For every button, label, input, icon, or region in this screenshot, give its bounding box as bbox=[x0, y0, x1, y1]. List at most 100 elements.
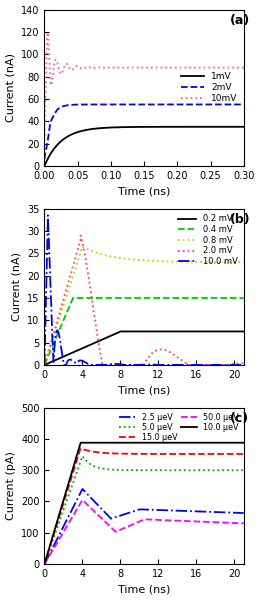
Line: 2mV: 2mV bbox=[44, 104, 244, 159]
Legend: 2.5 μeV, 5.0 μeV, 15.0 μeV, 50.0 μeV, 10.0 μeV: 2.5 μeV, 5.0 μeV, 15.0 μeV, 50.0 μeV, 10… bbox=[119, 412, 240, 443]
2.0 mV bbox=[196, 361, 199, 368]
2.0 mV bbox=[43, 361, 46, 368]
10mV bbox=[242, 64, 245, 71]
0.2 mV bbox=[43, 361, 46, 368]
Line: 5.0 μeV: 5.0 μeV bbox=[44, 456, 244, 564]
0.2 mV bbox=[171, 328, 174, 335]
Line: 10mV: 10mV bbox=[44, 32, 244, 140]
15.0 μeV bbox=[171, 451, 174, 458]
10mV bbox=[46, 29, 49, 36]
10.0 μeV bbox=[128, 439, 131, 446]
Text: (a): (a) bbox=[230, 14, 250, 27]
1mV bbox=[79, 128, 82, 135]
0.8 mV bbox=[120, 255, 124, 262]
2.0 mV bbox=[223, 361, 226, 368]
0.2 mV bbox=[64, 352, 67, 359]
15.0 μeV bbox=[196, 451, 199, 458]
0.2 mV bbox=[128, 328, 131, 335]
0.4 mV bbox=[196, 295, 199, 302]
Legend: 0.2 mV, 0.4 mV, 0.8 mV, 2.0 mV, 10.0 mV: 0.2 mV, 0.4 mV, 0.8 mV, 2.0 mV, 10.0 mV bbox=[176, 213, 240, 268]
0.2 mV bbox=[196, 328, 199, 335]
2.5 μeV bbox=[81, 485, 84, 493]
50.0 μeV bbox=[171, 517, 174, 524]
10.0 μeV bbox=[64, 489, 67, 496]
15.0 μeV bbox=[223, 451, 226, 458]
Line: 0.8 mV: 0.8 mV bbox=[44, 247, 244, 365]
0.4 mV bbox=[120, 295, 124, 302]
10.0 μeV bbox=[79, 439, 82, 446]
X-axis label: Time (ns): Time (ns) bbox=[118, 186, 170, 196]
10.0 mV bbox=[64, 361, 67, 368]
5.0 μeV bbox=[64, 500, 67, 507]
Y-axis label: Current (nA): Current (nA) bbox=[5, 53, 16, 122]
2mV bbox=[242, 101, 245, 108]
10.0 mV bbox=[43, 361, 46, 368]
15.0 μeV bbox=[43, 560, 46, 568]
10mV bbox=[79, 65, 82, 72]
2mV bbox=[173, 101, 176, 108]
50.0 μeV bbox=[43, 560, 46, 568]
10.0 mV bbox=[128, 361, 131, 368]
10.0 mV bbox=[171, 361, 174, 368]
50.0 μeV bbox=[242, 520, 245, 527]
15.0 μeV bbox=[79, 445, 82, 452]
Y-axis label: Current (nA): Current (nA) bbox=[11, 252, 22, 321]
5.0 μeV bbox=[171, 467, 174, 474]
10mV bbox=[43, 137, 46, 144]
15.0 μeV bbox=[120, 450, 124, 457]
2.0 mV bbox=[242, 359, 245, 367]
0.8 mV bbox=[128, 256, 131, 263]
0.8 mV bbox=[223, 259, 226, 266]
Line: 15.0 μeV: 15.0 μeV bbox=[44, 448, 244, 564]
Text: (b): (b) bbox=[230, 214, 250, 226]
2.0 mV bbox=[120, 361, 124, 368]
X-axis label: Time (ns): Time (ns) bbox=[118, 584, 170, 595]
0.8 mV bbox=[242, 259, 245, 266]
2.5 μeV bbox=[223, 509, 226, 516]
X-axis label: Time (ns): Time (ns) bbox=[118, 385, 170, 395]
0.4 mV bbox=[72, 295, 75, 302]
0.2 mV bbox=[242, 328, 245, 335]
10.0 μeV bbox=[223, 439, 226, 446]
2.5 μeV bbox=[128, 509, 131, 516]
10.0 μeV bbox=[171, 439, 174, 446]
5.0 μeV bbox=[196, 467, 199, 474]
10.0 mV bbox=[120, 361, 124, 368]
10.0 μeV bbox=[120, 439, 124, 446]
2.5 μeV bbox=[242, 509, 245, 517]
0.4 mV bbox=[43, 361, 46, 368]
0.2 mV bbox=[120, 328, 124, 335]
2mV bbox=[79, 101, 82, 108]
10.0 mV bbox=[242, 361, 245, 368]
10.0 μeV bbox=[242, 439, 245, 446]
1mV bbox=[192, 123, 195, 130]
0.8 mV bbox=[81, 243, 84, 250]
5.0 μeV bbox=[223, 467, 226, 474]
1mV bbox=[119, 124, 122, 131]
15.0 μeV bbox=[128, 450, 131, 457]
2.5 μeV bbox=[43, 560, 46, 568]
Line: 0.2 mV: 0.2 mV bbox=[44, 331, 244, 365]
5.0 μeV bbox=[128, 467, 131, 474]
2mV bbox=[207, 101, 210, 108]
Line: 1mV: 1mV bbox=[44, 127, 244, 166]
2.5 μeV bbox=[64, 518, 67, 526]
0.8 mV bbox=[196, 259, 199, 266]
0.2 mV bbox=[223, 328, 226, 335]
50.0 μeV bbox=[128, 522, 131, 529]
Text: (c): (c) bbox=[230, 412, 249, 425]
2mV bbox=[119, 101, 122, 108]
2mV bbox=[192, 101, 195, 108]
5.0 μeV bbox=[120, 466, 124, 473]
Legend: 1mV, 2mV, 10mV: 1mV, 2mV, 10mV bbox=[179, 70, 239, 105]
0.8 mV bbox=[43, 361, 46, 368]
10mV bbox=[173, 64, 176, 71]
0.8 mV bbox=[171, 258, 174, 265]
Line: 10.0 mV: 10.0 mV bbox=[44, 215, 244, 365]
2.5 μeV bbox=[171, 507, 174, 514]
1mV bbox=[162, 123, 166, 130]
0.4 mV bbox=[64, 311, 67, 319]
1mV bbox=[207, 123, 210, 130]
50.0 μeV bbox=[120, 526, 124, 533]
2.0 mV bbox=[64, 287, 67, 295]
